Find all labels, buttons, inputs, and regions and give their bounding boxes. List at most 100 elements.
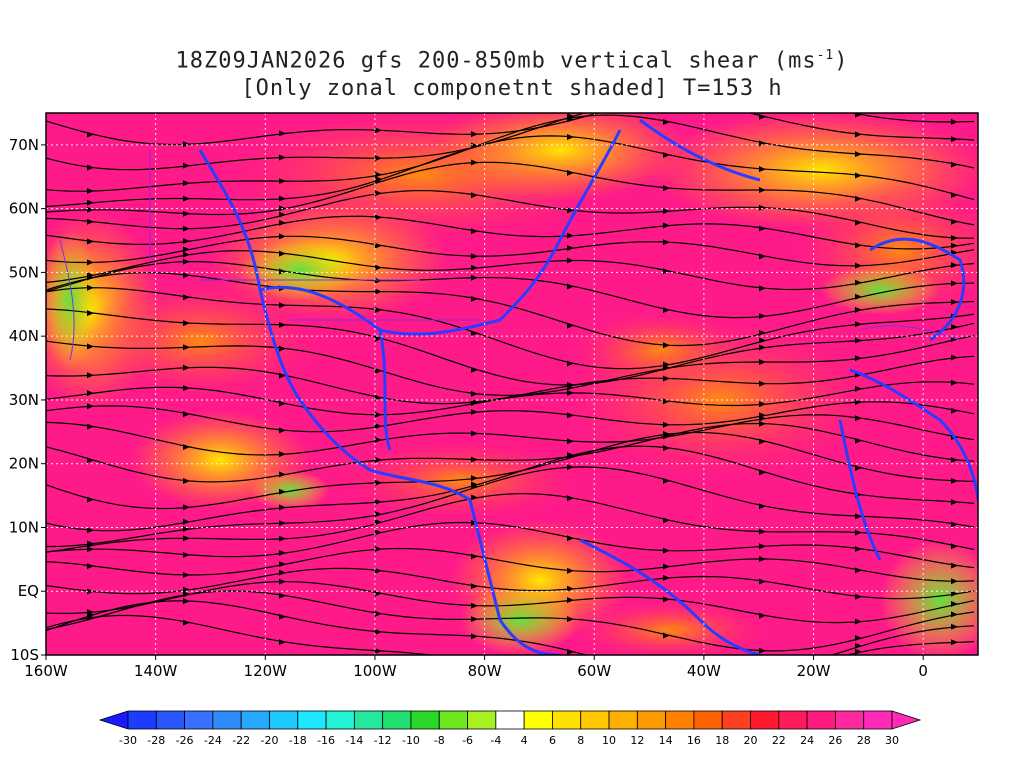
streamline	[46, 189, 974, 239]
colorbar-label: 4	[521, 734, 528, 747]
streamline	[46, 590, 975, 652]
colorbar-swatch	[382, 710, 412, 730]
colorbar-swatch	[495, 710, 525, 730]
colorbar-swatch	[467, 710, 497, 730]
lat-tick-label: 20N	[9, 455, 39, 473]
streamline	[46, 401, 975, 433]
coastlines	[198, 118, 978, 655]
streamline	[46, 581, 975, 624]
colorbar-label: -30	[119, 734, 137, 747]
streamline	[46, 567, 975, 600]
colorbar: -30 -28 -26 -24 -22 -20 -18 -16 -14 -12 -10 -8 -6 -4 4…	[98, 710, 922, 747]
colorbar-max-arrow	[891, 710, 922, 730]
lon-tick-label: 120W	[244, 662, 288, 680]
streamline	[46, 113, 975, 146]
colorbar-label: 12	[630, 734, 644, 747]
streamline	[46, 308, 975, 386]
colorbar-label: -4	[490, 734, 501, 747]
colorbar-label: 24	[800, 734, 814, 747]
streamline	[46, 161, 975, 226]
streamline	[46, 445, 975, 532]
colorbar-swatch	[693, 710, 723, 730]
colorbar-label: -6	[462, 734, 473, 747]
streamline	[46, 422, 975, 483]
streamline	[46, 287, 975, 370]
stream-arrow	[759, 93, 766, 99]
colorbar-label: -8	[434, 734, 445, 747]
streamlines	[46, 93, 975, 705]
colorbar-swatch	[127, 710, 157, 730]
streamline	[46, 261, 975, 319]
stream-arrow	[663, 93, 670, 99]
stream-arrow	[663, 699, 670, 705]
colorbar-swatch	[835, 710, 865, 730]
lat-tick-label: 60N	[9, 200, 39, 218]
streamline	[46, 547, 975, 582]
colorbar-label: 14	[659, 734, 673, 747]
colorbar-swatch	[155, 710, 185, 730]
streamline	[46, 250, 975, 291]
borders	[59, 150, 961, 361]
streamline	[46, 381, 975, 416]
stream-arrow	[663, 672, 670, 678]
lon-tick-label: 60W	[577, 662, 611, 680]
colorbar-label: -14	[345, 734, 363, 747]
colorbar-label: -24	[204, 734, 222, 747]
stream-arrow	[759, 677, 766, 683]
grid-lines	[46, 113, 978, 655]
lat-tick-label: 10S	[10, 646, 39, 664]
streamline	[46, 521, 975, 569]
streamline	[46, 614, 975, 655]
colorbar-swatch	[269, 710, 299, 730]
colorbar-label: 26	[828, 734, 842, 747]
colorbar-swatch	[552, 710, 582, 730]
colorbar-swatch	[806, 710, 836, 730]
streamline	[46, 466, 975, 548]
colorbar-label: 10	[602, 734, 616, 747]
colorbar-label: -12	[374, 734, 392, 747]
lon-tick-label: 40W	[687, 662, 721, 680]
title-suffix: )	[834, 48, 849, 74]
colorbar-swatch	[353, 710, 384, 730]
colorbar-label: 22	[772, 734, 786, 747]
longitude-axis: 160W 140W 120W 100W 80W 60W 40W 20W 0	[24, 655, 928, 680]
title-sup: -1	[816, 48, 835, 63]
colorbar-label: 30	[885, 734, 899, 747]
chart-title-line2: [Only zonal componetnt shaded] T=153 h	[241, 76, 783, 101]
lat-tick-label: 40N	[9, 327, 39, 345]
colorbar-swatch	[297, 710, 327, 730]
latitude-axis: 70N 60N 50N 40N 30N 20N 10N EQ 10S	[9, 136, 46, 664]
streamline	[46, 235, 975, 267]
streamline	[46, 135, 975, 208]
streamline	[46, 335, 975, 396]
colorbar-label: 16	[687, 734, 701, 747]
streamline	[46, 600, 975, 655]
colorbar-label: 18	[715, 734, 729, 747]
colorbar-swatch	[240, 710, 270, 730]
lon-tick-label: 140W	[134, 662, 178, 680]
lat-tick-label: 10N	[9, 518, 39, 536]
colorbar-label: 20	[744, 734, 758, 747]
colorbar-label: -16	[317, 734, 335, 747]
lon-tick-label: 20W	[797, 662, 831, 680]
colorbar-swatch	[636, 710, 667, 730]
streamline	[46, 272, 975, 347]
streamline	[46, 114, 975, 192]
lat-tick-label: 70N	[9, 136, 39, 154]
colorbar-swatch	[608, 710, 638, 730]
colorbar-swatch	[438, 710, 468, 730]
colorbar-label: -18	[289, 734, 307, 747]
colorbar-swatch	[750, 710, 780, 730]
streamline	[46, 493, 975, 553]
lon-tick-label: 0	[918, 662, 928, 680]
colorbar-swatch	[410, 710, 440, 730]
lon-tick-label: 100W	[353, 662, 397, 680]
colorbar-label: -22	[232, 734, 250, 747]
colorbar-swatch	[184, 710, 214, 730]
colorbar-label: -10	[402, 734, 420, 747]
colorbar-label: 8	[577, 734, 584, 747]
lat-tick-label: EQ	[18, 582, 39, 600]
stream-arrow	[759, 671, 766, 677]
colorbar-label: 6	[549, 734, 556, 747]
